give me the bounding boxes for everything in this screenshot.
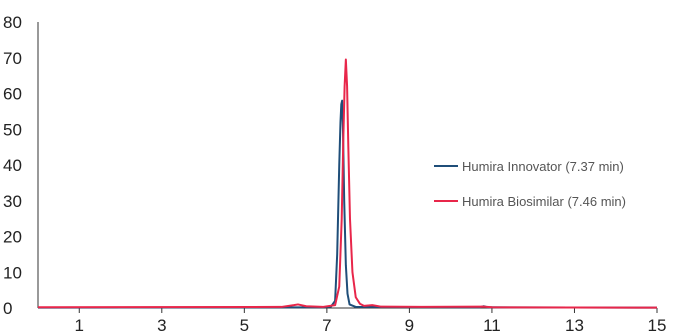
legend: Humira Innovator (7.37 min) Humira Biosim… <box>434 159 626 209</box>
x-tick-label: 13 <box>565 316 584 335</box>
y-tick-label: 0 <box>3 299 12 318</box>
series-line-biosimilar <box>37 58 658 309</box>
y-tick-label: 10 <box>3 263 22 282</box>
y-tick-label: 60 <box>3 85 22 104</box>
y-tick-label: 50 <box>3 120 22 139</box>
x-tick-label: 9 <box>405 316 414 335</box>
y-tick-label: 80 <box>3 13 22 32</box>
x-tick-label: 7 <box>322 316 331 335</box>
y-tick-label: 70 <box>3 49 22 68</box>
legend-label: Humira Innovator (7.37 min) <box>462 159 624 174</box>
y-tick-label: 40 <box>3 156 22 175</box>
x-tick-label: 1 <box>75 316 84 335</box>
y-tick-label: 20 <box>3 228 22 247</box>
x-tick-label: 15 <box>648 316 667 335</box>
x-tick-label: 3 <box>157 316 166 335</box>
x-tick-label: 5 <box>240 316 249 335</box>
legend-label: Humira Biosimilar (7.46 min) <box>462 194 626 209</box>
x-tick-label: 11 <box>483 316 501 335</box>
x-axis-ticks: 1 3 5 7 9 11 13 15 <box>75 308 667 335</box>
y-axis-ticks: 0 10 20 30 40 50 60 70 80 <box>3 13 22 318</box>
series-layer <box>37 58 658 309</box>
y-tick-label: 30 <box>3 192 22 211</box>
